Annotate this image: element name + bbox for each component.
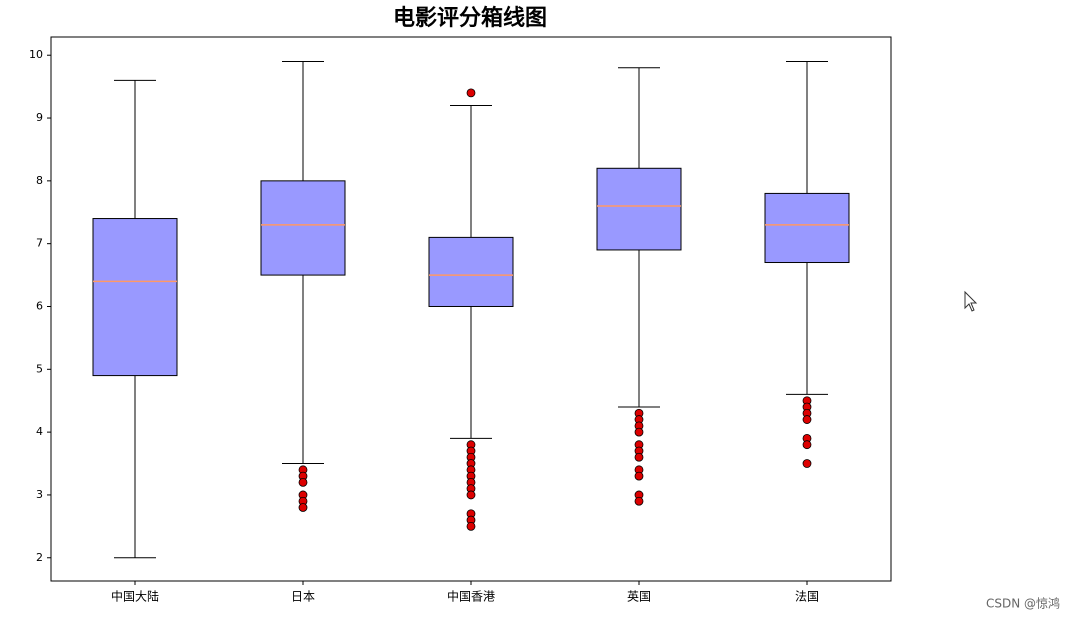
box	[260, 180, 346, 276]
flier	[634, 496, 644, 506]
flier	[634, 452, 644, 462]
x-tick-label: 中国大陆	[111, 589, 159, 604]
cursor-icon	[964, 290, 978, 312]
y-tick-label: 5	[36, 362, 43, 375]
x-tick-label: 英国	[627, 590, 651, 604]
flier	[634, 471, 644, 481]
y-tick-label: 4	[36, 425, 43, 438]
y-tick-label: 9	[36, 111, 43, 124]
flier	[466, 490, 476, 500]
box	[428, 236, 514, 307]
y-tick-label: 3	[36, 488, 43, 501]
box	[596, 167, 682, 251]
y-tick-label: 8	[36, 174, 43, 187]
y-tick-label: 6	[36, 299, 43, 312]
flier	[466, 521, 476, 531]
box	[92, 218, 178, 377]
flier	[802, 459, 812, 468]
x-tick-label: 日本	[291, 590, 315, 604]
y-tick-label: 10	[29, 48, 43, 61]
watermark: CSDN @惊鸿	[986, 596, 1060, 611]
flier	[802, 440, 812, 450]
x-tick-label: 法国	[795, 590, 819, 604]
box	[764, 192, 850, 264]
flier	[802, 415, 812, 424]
y-tick-label: 2	[36, 551, 43, 564]
flier	[634, 427, 644, 437]
chart-title: 电影评分箱线图	[393, 5, 547, 31]
flier	[298, 503, 308, 512]
flier	[298, 477, 308, 487]
x-tick-label: 中国香港	[447, 589, 495, 604]
flier	[466, 88, 476, 98]
y-tick-label: 7	[36, 237, 43, 250]
